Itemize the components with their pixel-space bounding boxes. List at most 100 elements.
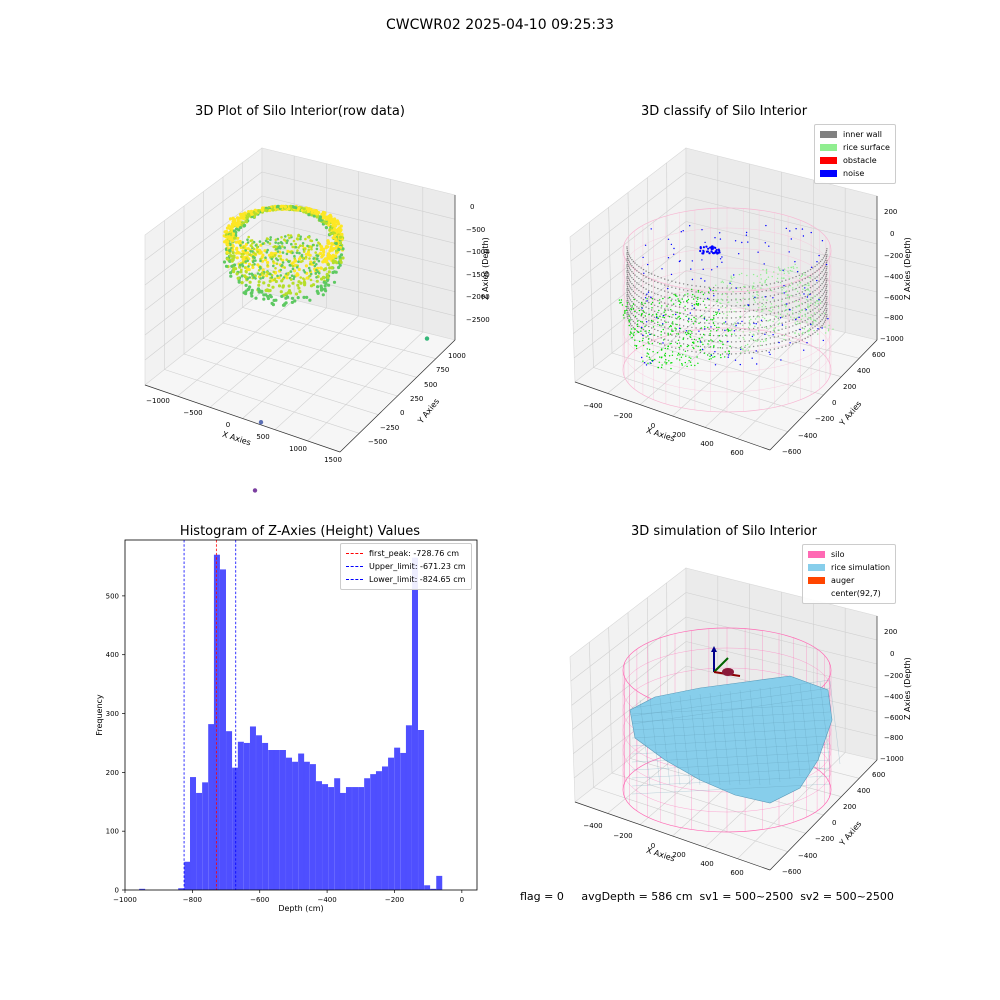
rice-surface-point bbox=[731, 333, 733, 335]
inner-wall-point bbox=[704, 298, 706, 300]
rice-surface-point bbox=[690, 364, 692, 366]
data-point bbox=[289, 270, 293, 273]
histogram-frame bbox=[124, 539, 478, 891]
rice-surface-point bbox=[772, 320, 774, 323]
inner-wall-point bbox=[678, 282, 681, 284]
inner-wall-point bbox=[638, 301, 640, 304]
rice-surface-point bbox=[766, 284, 768, 287]
surface-mesh-line bbox=[631, 727, 831, 739]
legend-item: auger bbox=[808, 574, 890, 587]
grid-line bbox=[573, 270, 687, 359]
inner-wall-point bbox=[654, 292, 656, 294]
p1-point-cloud bbox=[222, 204, 430, 493]
rice-surface-point bbox=[671, 330, 673, 332]
inner-wall-point bbox=[629, 263, 632, 265]
inner-wall-point bbox=[675, 347, 677, 349]
rice-surface-point bbox=[761, 283, 763, 285]
inner-wall-point bbox=[629, 293, 632, 295]
inner-wall-point bbox=[682, 331, 685, 333]
data-point bbox=[307, 248, 311, 252]
inner-wall-point bbox=[744, 352, 746, 354]
noise-point bbox=[803, 293, 805, 295]
noise-point bbox=[794, 261, 796, 263]
data-point bbox=[328, 228, 332, 232]
inner-wall-point bbox=[825, 292, 828, 294]
data-point bbox=[281, 285, 285, 289]
data-point bbox=[256, 250, 259, 254]
noise-point bbox=[763, 263, 765, 265]
rice-surface-point bbox=[777, 273, 779, 275]
rice-surface-point bbox=[660, 334, 662, 336]
inner-wall-point bbox=[824, 259, 827, 261]
inner-wall-point bbox=[785, 315, 787, 317]
inner-wall-point bbox=[664, 332, 666, 334]
data-point bbox=[337, 230, 341, 234]
rice-surface-point bbox=[705, 306, 707, 309]
noise-point bbox=[712, 252, 715, 255]
data-point bbox=[251, 273, 254, 277]
rice-surface-point bbox=[808, 330, 811, 332]
data-point bbox=[236, 236, 240, 240]
data-point bbox=[296, 283, 300, 287]
rice-surface-point bbox=[727, 296, 729, 298]
inner-wall-point bbox=[730, 311, 733, 313]
inner-wall-point bbox=[627, 257, 629, 260]
rice-surface-point bbox=[662, 324, 664, 326]
data-point bbox=[289, 204, 293, 208]
histogram-bar bbox=[279, 750, 286, 890]
inner-wall-point bbox=[638, 295, 640, 298]
inner-wall-point bbox=[667, 339, 669, 341]
inner-wall-point bbox=[814, 289, 816, 292]
rice-surface-point bbox=[651, 342, 653, 345]
rice-surface-point bbox=[808, 316, 810, 319]
inner-wall-point bbox=[825, 311, 827, 314]
rice-surface-point bbox=[658, 309, 660, 312]
histogram-bar bbox=[424, 885, 431, 890]
inner-wall-point bbox=[699, 321, 702, 324]
data-point bbox=[242, 214, 246, 218]
histogram-y-label: Frequency bbox=[95, 694, 104, 736]
noise-point bbox=[719, 238, 722, 240]
rice-surface-point bbox=[642, 309, 644, 312]
rice-surface-point bbox=[663, 354, 666, 356]
p4-z-tick: 0 bbox=[890, 650, 894, 658]
surface-mesh-line bbox=[809, 682, 821, 771]
inner-wall-point bbox=[660, 295, 662, 297]
data-point bbox=[279, 268, 283, 272]
rice-surface-point bbox=[754, 288, 756, 290]
inner-wall-point bbox=[773, 348, 776, 350]
legend-swatch bbox=[820, 170, 837, 177]
inner-wall-point bbox=[634, 274, 636, 276]
data-point bbox=[238, 216, 242, 220]
data-point bbox=[287, 289, 292, 293]
inner-wall-point bbox=[627, 299, 629, 302]
p2-y-tick: 600 bbox=[872, 351, 885, 359]
inner-wall-point bbox=[695, 339, 697, 341]
inner-wall-point bbox=[626, 296, 628, 298]
rice-surface-point bbox=[783, 334, 786, 337]
noise-point bbox=[704, 328, 706, 330]
inner-wall-point bbox=[819, 320, 822, 323]
rice-surface-point bbox=[671, 351, 674, 353]
data-point bbox=[295, 266, 299, 269]
inner-wall-point bbox=[678, 330, 681, 332]
histogram-bar bbox=[328, 787, 335, 890]
noise-point bbox=[711, 269, 713, 271]
inner-wall-point bbox=[757, 321, 759, 323]
rice-surface-point bbox=[637, 331, 639, 333]
data-point bbox=[257, 280, 261, 284]
inner-wall-point bbox=[664, 284, 666, 286]
inner-wall-point bbox=[792, 325, 794, 327]
inner-wall-point bbox=[795, 341, 797, 344]
rice-surface-point bbox=[697, 302, 700, 305]
rice-surface-point bbox=[648, 313, 650, 315]
inner-wall-point bbox=[712, 310, 715, 313]
noise-point bbox=[704, 280, 706, 282]
rice-surface-point bbox=[752, 273, 755, 276]
p4-z-tick: 200 bbox=[884, 628, 897, 636]
rice-surface-point bbox=[765, 278, 768, 281]
surface-mesh-line bbox=[749, 688, 761, 786]
surface-mesh-line bbox=[631, 735, 831, 747]
inner-wall-point bbox=[699, 291, 702, 294]
data-point bbox=[230, 222, 234, 226]
